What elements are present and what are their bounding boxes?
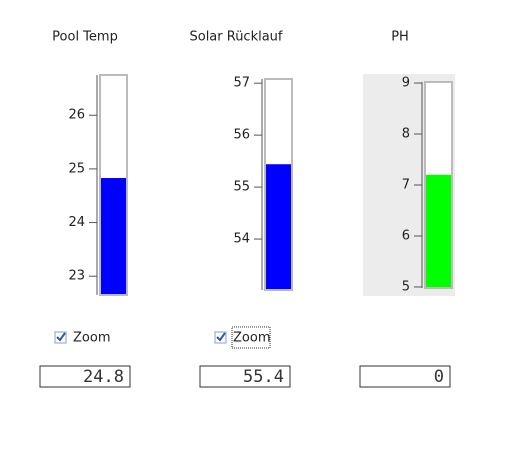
scale-label: 26 (68, 108, 85, 123)
scale-label: 25 (68, 161, 85, 176)
scale-label: 56 (233, 128, 250, 143)
lcd-display (359, 365, 451, 388)
gauge-fill (426, 174, 451, 287)
check-mark (216, 332, 226, 342)
check-mark (56, 332, 66, 342)
scale-label: 24 (68, 215, 85, 230)
scale-label: 9 (402, 76, 410, 91)
scale-label: 7 (402, 178, 410, 193)
lcd-display (39, 365, 131, 388)
zoom-label[interactable]: Zoom (73, 331, 110, 346)
scale-label: 8 (402, 127, 410, 142)
scale-label: 57 (233, 76, 250, 91)
lcd-value: 55.4 (243, 367, 284, 387)
scale-label: 54 (233, 232, 250, 247)
scale-label: 55 (233, 180, 250, 195)
focus-rect (231, 326, 271, 349)
zoom-label[interactable]: Zoom (233, 331, 270, 346)
zoom-checkbox[interactable] (54, 331, 67, 344)
gauge-fill (101, 178, 126, 294)
lcd-value: 24.8 (83, 367, 124, 387)
gauge-title: Solar Rücklauf (189, 30, 282, 45)
lcd-value: 0 (434, 367, 444, 387)
zoom-checkbox[interactable] (214, 331, 227, 344)
lcd-display (199, 365, 291, 388)
scale-label: 6 (402, 228, 410, 243)
gauge-title: PH (391, 30, 409, 45)
gauge-title: Pool Temp (52, 30, 118, 45)
scale-label: 23 (68, 269, 85, 284)
gauge-fill (266, 164, 291, 289)
scale-label: 5 (402, 279, 410, 294)
